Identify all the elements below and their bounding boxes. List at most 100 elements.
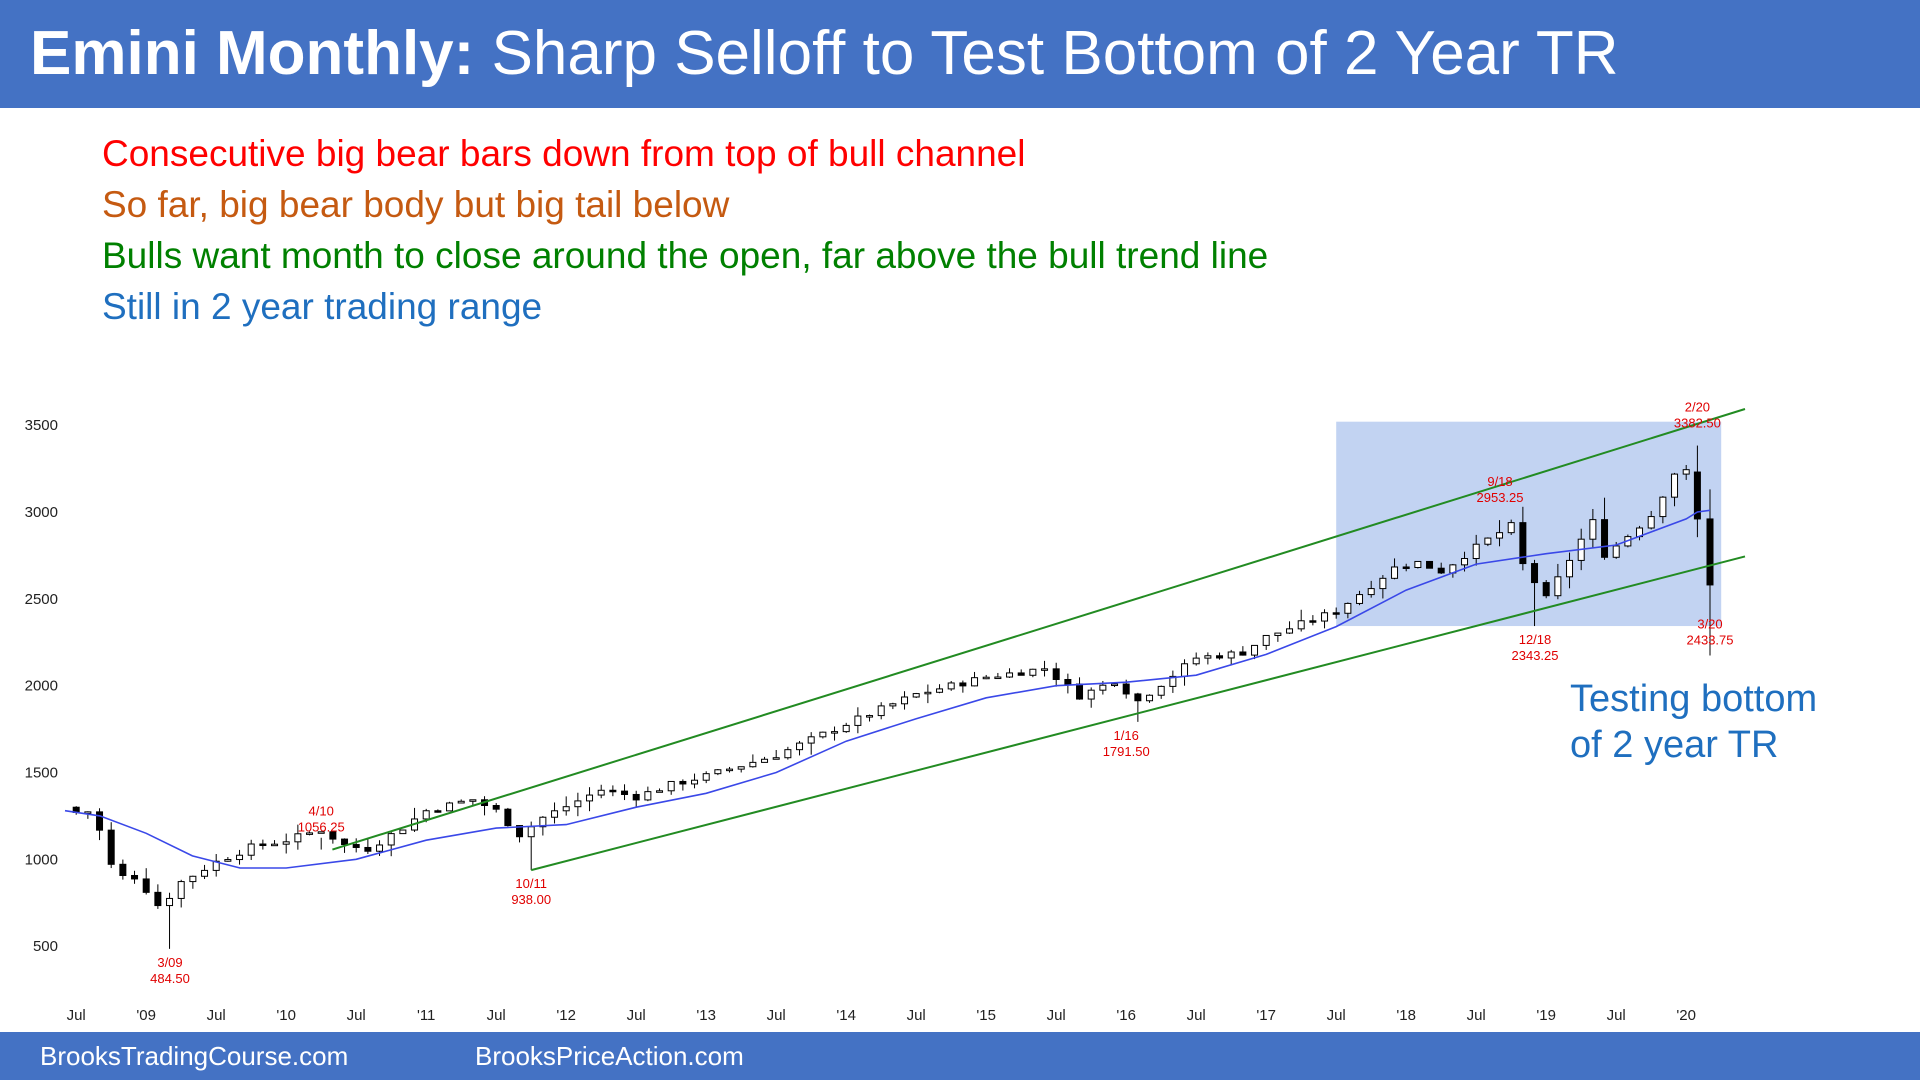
- bull-candle: [457, 800, 465, 804]
- bear-candle: [632, 793, 640, 801]
- x-tick-label: Jul: [207, 1007, 226, 1024]
- callout-line-2: of 2 year TR: [1570, 724, 1779, 766]
- bull-candle: [796, 742, 804, 751]
- x-tick-label: '12: [556, 1007, 576, 1024]
- bear-candle: [1052, 668, 1060, 680]
- bear-candle: [1122, 683, 1130, 695]
- x-tick-label: Jul: [1187, 1007, 1206, 1024]
- bear-candle: [154, 891, 162, 907]
- bull-candle: [271, 843, 279, 847]
- bull-candle: [1181, 663, 1189, 677]
- bull-candle: [1589, 519, 1597, 540]
- y-tick-label: 3000: [25, 504, 58, 521]
- x-tick-label: '11: [417, 1007, 435, 1024]
- bull-candle: [1507, 522, 1515, 534]
- bull-candle: [1671, 473, 1679, 498]
- bear-candle: [142, 878, 150, 893]
- bull-candle: [1111, 683, 1119, 687]
- bull-candle: [399, 829, 407, 835]
- title-bold: Emini Monthly:: [30, 19, 475, 88]
- footer-left-link[interactable]: BrooksTradingCourse.com: [40, 1041, 349, 1071]
- bull-candle: [166, 897, 174, 907]
- x-tick-label: Jul: [487, 1007, 506, 1024]
- bull-candle: [224, 859, 232, 862]
- x-tick-label: Jul: [1607, 1007, 1626, 1024]
- bear-candle: [96, 811, 104, 831]
- bull-candle: [656, 790, 664, 793]
- bull-candle: [784, 749, 792, 759]
- bull-candle: [1006, 672, 1014, 678]
- bear-candle: [1332, 612, 1340, 615]
- x-tick-label: Jul: [1327, 1007, 1346, 1024]
- annotation-date: 1/16: [1114, 728, 1139, 743]
- annotation-date: 3/20: [1697, 616, 1722, 631]
- bull-candle: [1414, 560, 1422, 569]
- bear-candle: [119, 863, 127, 877]
- x-tick-label: '17: [1256, 1007, 1276, 1024]
- bull-candle: [446, 802, 454, 812]
- bull-candle: [749, 761, 757, 768]
- x-tick-label: Jul: [627, 1007, 646, 1024]
- bull-candle: [1157, 685, 1165, 696]
- bear-candle: [1076, 683, 1084, 700]
- bull-candle: [807, 736, 815, 744]
- bull-candle: [1379, 577, 1387, 590]
- bear-candle: [959, 682, 967, 687]
- bear-candle: [107, 829, 115, 865]
- bull-candle: [1227, 651, 1235, 659]
- y-tick-label: 2000: [25, 678, 58, 695]
- bull-candle: [1484, 537, 1492, 545]
- y-tick-label: 1500: [25, 764, 58, 781]
- bull-candle: [306, 832, 314, 835]
- bear-candle: [1239, 651, 1247, 656]
- bear-candle: [434, 810, 442, 813]
- bull-candle: [936, 688, 944, 693]
- bull-candle: [1041, 668, 1049, 671]
- annotation-date: 2/20: [1685, 400, 1710, 415]
- footer-right-link[interactable]: BrooksPriceAction.com: [475, 1041, 744, 1071]
- footer-bar: BrooksTradingCourse.com BrooksPriceActio…: [0, 1032, 1920, 1080]
- bull-candle: [761, 758, 769, 763]
- bull-candle: [1566, 559, 1574, 578]
- bear-candle: [504, 808, 512, 827]
- bull-candle: [247, 843, 255, 856]
- bear-candle: [609, 789, 617, 793]
- bull-candle: [1472, 543, 1480, 560]
- bull-candle: [236, 854, 244, 861]
- bull-candle: [714, 769, 722, 775]
- bull-candle: [1391, 566, 1399, 579]
- bull-candle: [551, 810, 559, 818]
- moving-average-line: [64, 509, 1711, 869]
- x-tick-label: '16: [1116, 1007, 1136, 1024]
- x-tick-label: '10: [276, 1007, 296, 1024]
- bull-candle: [726, 768, 734, 772]
- x-tick-label: '18: [1396, 1007, 1416, 1024]
- bull-candle: [1461, 558, 1469, 566]
- bear-candle: [1064, 678, 1072, 685]
- bear-candle: [364, 846, 372, 852]
- annotation-value: 484.50: [150, 971, 190, 986]
- bear-candle: [1402, 566, 1410, 569]
- candlestick-chart: 500 1000 1500 2000 2500 3000 3500 Jul '09 Jul '10 J…: [25, 400, 1746, 1024]
- bull-candle: [422, 810, 430, 820]
- bear-candle: [1531, 563, 1539, 584]
- bear-candle: [329, 831, 337, 840]
- bull-candle: [889, 703, 897, 707]
- bull-candle: [1554, 576, 1562, 597]
- bull-candle: [1356, 594, 1364, 604]
- bear-candle: [1309, 620, 1317, 623]
- annotation-value: 1791.50: [1103, 744, 1150, 759]
- bull-candle: [1251, 644, 1259, 656]
- bull-candle: [1099, 684, 1107, 691]
- bull-candle: [971, 677, 979, 687]
- bull-candle: [1204, 655, 1212, 659]
- callout-line-1: Testing bottom: [1570, 678, 1818, 720]
- bull-candle: [854, 715, 862, 726]
- bull-candle: [1682, 469, 1690, 475]
- bull-candle: [667, 780, 675, 792]
- bear-candle: [621, 790, 629, 795]
- y-tick-label: 3500: [25, 417, 58, 434]
- x-tick-label: '19: [1536, 1007, 1556, 1024]
- x-tick-label: '13: [696, 1007, 716, 1024]
- bull-candle: [702, 773, 710, 781]
